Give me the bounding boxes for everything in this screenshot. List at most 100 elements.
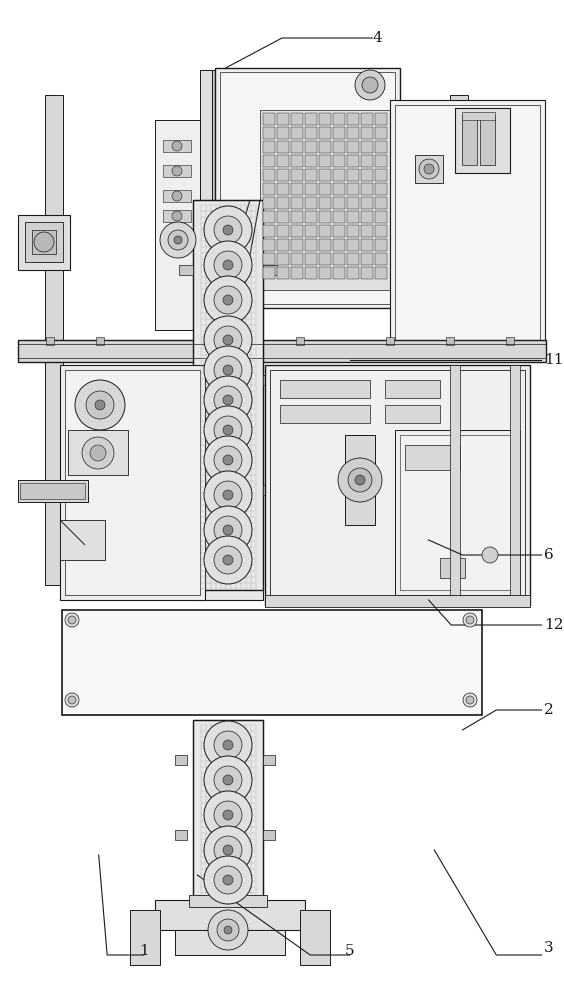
Bar: [440, 558, 465, 578]
Bar: [305, 127, 317, 139]
Bar: [347, 267, 359, 279]
Circle shape: [424, 164, 434, 174]
Circle shape: [75, 380, 125, 430]
Bar: [200, 70, 212, 360]
Circle shape: [223, 810, 233, 820]
Bar: [319, 253, 331, 265]
Bar: [375, 197, 387, 209]
Circle shape: [160, 222, 196, 258]
Bar: [375, 183, 387, 195]
Bar: [405, 445, 460, 470]
Circle shape: [204, 346, 252, 394]
Circle shape: [223, 775, 233, 785]
Circle shape: [204, 721, 252, 769]
Bar: [291, 169, 303, 181]
Bar: [270, 370, 525, 600]
Bar: [305, 197, 317, 209]
Circle shape: [204, 276, 252, 324]
Bar: [375, 225, 387, 237]
Bar: [375, 113, 387, 125]
Circle shape: [223, 490, 233, 500]
Circle shape: [348, 468, 372, 492]
Bar: [263, 197, 275, 209]
Bar: [361, 183, 373, 195]
Circle shape: [466, 616, 474, 624]
Bar: [361, 253, 373, 265]
Circle shape: [172, 211, 182, 221]
Bar: [305, 183, 317, 195]
Bar: [212, 70, 220, 360]
Bar: [319, 267, 331, 279]
Bar: [305, 225, 317, 237]
Bar: [62, 610, 482, 715]
Text: 5: 5: [345, 944, 355, 958]
Text: 11: 11: [544, 353, 564, 367]
Bar: [305, 253, 317, 265]
Bar: [263, 755, 275, 765]
Circle shape: [204, 316, 252, 364]
Bar: [179, 375, 193, 385]
Bar: [263, 211, 275, 223]
Bar: [291, 211, 303, 223]
Circle shape: [214, 326, 242, 354]
Bar: [163, 190, 191, 202]
Circle shape: [355, 475, 365, 485]
Bar: [291, 183, 303, 195]
Bar: [277, 197, 289, 209]
Bar: [265, 365, 530, 605]
Circle shape: [214, 866, 242, 894]
Bar: [18, 480, 88, 502]
Bar: [347, 183, 359, 195]
Circle shape: [214, 766, 242, 794]
Bar: [347, 169, 359, 181]
Circle shape: [65, 613, 79, 627]
Circle shape: [204, 826, 252, 874]
Bar: [319, 211, 331, 223]
Bar: [345, 435, 375, 525]
Bar: [263, 267, 275, 279]
Bar: [375, 155, 387, 167]
Bar: [450, 365, 460, 605]
Bar: [347, 141, 359, 153]
Circle shape: [223, 425, 233, 435]
Bar: [333, 183, 345, 195]
Circle shape: [214, 416, 242, 444]
Bar: [193, 200, 263, 590]
Bar: [347, 211, 359, 223]
Text: 4: 4: [372, 31, 382, 45]
Bar: [347, 253, 359, 265]
Bar: [375, 253, 387, 265]
Circle shape: [208, 910, 248, 950]
Bar: [305, 211, 317, 223]
Circle shape: [214, 386, 242, 414]
Bar: [305, 113, 317, 125]
Bar: [280, 405, 370, 423]
Bar: [291, 127, 303, 139]
Bar: [68, 430, 128, 475]
Bar: [305, 155, 317, 167]
Bar: [361, 225, 373, 237]
Bar: [450, 95, 468, 355]
Bar: [280, 380, 370, 398]
Bar: [319, 141, 331, 153]
Bar: [319, 113, 331, 125]
Circle shape: [86, 391, 114, 419]
Circle shape: [419, 159, 439, 179]
Bar: [400, 435, 515, 590]
Circle shape: [355, 70, 385, 100]
Bar: [263, 141, 275, 153]
Circle shape: [223, 335, 233, 345]
Circle shape: [68, 696, 76, 704]
Circle shape: [214, 731, 242, 759]
Circle shape: [204, 406, 252, 454]
Bar: [375, 127, 387, 139]
Bar: [277, 253, 289, 265]
Bar: [175, 755, 187, 765]
Circle shape: [224, 926, 232, 934]
Bar: [189, 895, 267, 907]
Bar: [361, 239, 373, 251]
Bar: [319, 155, 331, 167]
Bar: [291, 155, 303, 167]
Bar: [319, 169, 331, 181]
Bar: [462, 112, 495, 120]
